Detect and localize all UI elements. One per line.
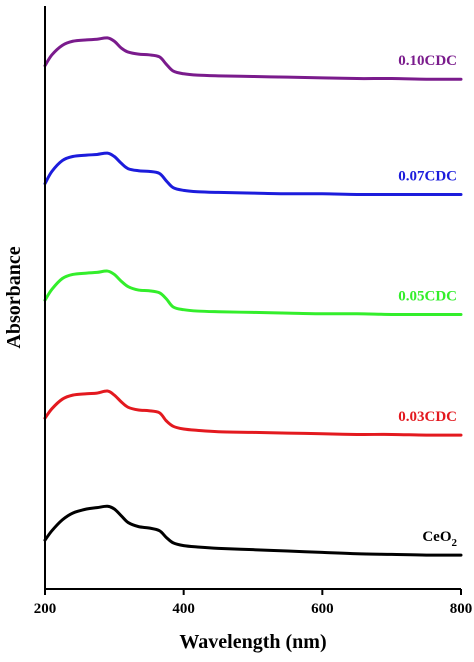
series-label-1: 0.03CDC (398, 409, 457, 425)
x-tick-label-2: 600 (311, 601, 334, 617)
series-label-4: 0.10CDC (398, 53, 457, 69)
x-axis-title: Wavelength (nm) (179, 631, 326, 653)
series-curves (43, 36, 463, 557)
x-tick-label-0: 200 (34, 601, 57, 617)
series-line-4 (43, 36, 463, 81)
series-line-0 (43, 504, 463, 557)
y-axis-title: Absorbance (3, 246, 25, 348)
series-label-2: 0.05CDC (398, 288, 457, 304)
series-line-3 (43, 151, 463, 197)
series-line-2 (43, 269, 463, 316)
axes: 200 400 600 800 (34, 6, 473, 617)
series-labels: CeO2 0.03CDC 0.05CDC 0.07CDC 0.10CDC (398, 53, 457, 549)
x-tick-label-1: 400 (172, 601, 195, 617)
series-label-0: CeO2 (422, 529, 457, 549)
x-tick-label-3: 800 (450, 601, 473, 617)
series-label-3: 0.07CDC (398, 169, 457, 185)
series-line-1 (43, 389, 463, 437)
